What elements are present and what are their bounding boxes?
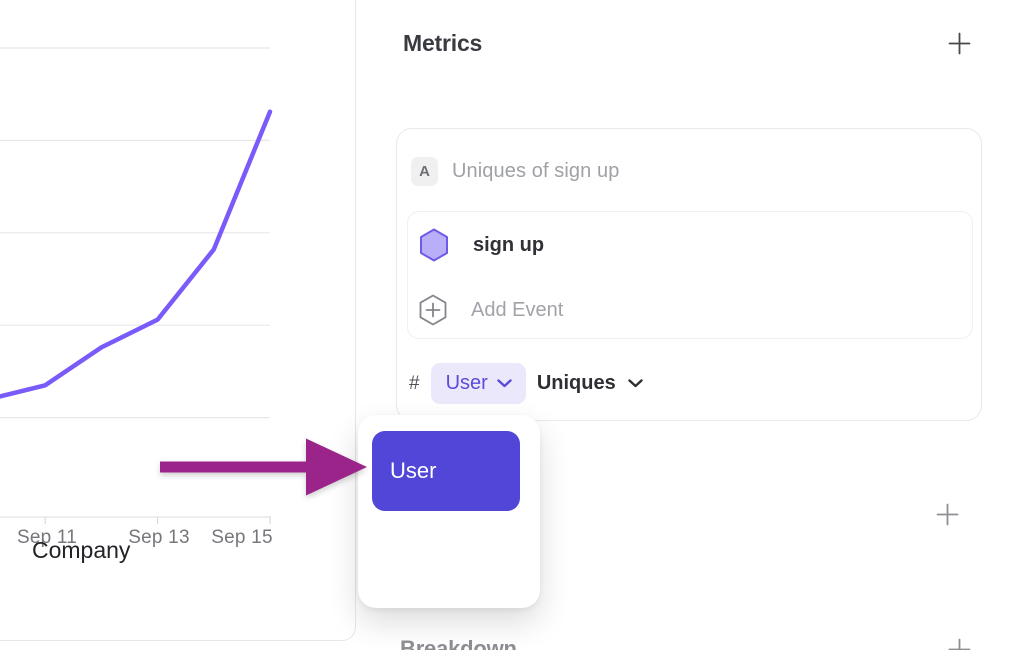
metric-card: A Uniques of sign up sign up Add Event xyxy=(396,128,982,421)
entity-selected-label: User xyxy=(445,372,488,394)
metric-name-input[interactable]: Uniques of sign up xyxy=(452,160,620,182)
add-event-hexagon-plus-icon xyxy=(419,294,447,326)
x-axis-tick-label: Sep 15 xyxy=(211,527,273,548)
plus-icon xyxy=(948,32,971,55)
x-axis-tick-label: Sep 11 xyxy=(16,527,78,548)
entity-dropdown-trigger[interactable]: User xyxy=(430,363,526,404)
chevron-down-icon xyxy=(628,379,643,388)
chevron-down-icon xyxy=(497,379,512,388)
metrics-header: Metrics xyxy=(403,30,973,57)
breakdown-title: Breakdown xyxy=(400,636,517,650)
plus-icon xyxy=(936,503,959,526)
aggregation-label: Uniques xyxy=(536,372,616,394)
x-axis-tick-label: Sep 13 xyxy=(128,527,190,548)
plus-icon xyxy=(948,638,971,650)
dropdown-option-company[interactable]: Company xyxy=(32,537,131,563)
aggregation-dropdown-trigger[interactable]: Uniques xyxy=(535,368,645,399)
measure-row: # User Uniques xyxy=(409,363,645,404)
add-event-button[interactable]: Add Event xyxy=(419,294,563,326)
metric-letter-badge: A xyxy=(411,157,438,186)
event-name: sign up xyxy=(473,233,545,256)
metric-name-row: A Uniques of sign up xyxy=(411,157,619,186)
metrics-title: Metrics xyxy=(403,30,483,56)
add-breakdown-button[interactable] xyxy=(946,636,973,650)
events-card: sign up Add Event xyxy=(407,211,973,339)
entity-dropdown-menu: User xyxy=(358,415,540,608)
event-row-sign-up[interactable]: sign up xyxy=(419,228,544,262)
dropdown-option-user[interactable]: User xyxy=(372,431,520,511)
breakdown-header: Breakdown xyxy=(400,636,973,650)
add-event-label: Add Event xyxy=(471,298,564,321)
number-symbol: # xyxy=(409,372,420,394)
add-filter-button[interactable] xyxy=(934,501,961,528)
event-hexagon-icon xyxy=(420,228,448,262)
add-metric-button[interactable] xyxy=(946,30,973,57)
